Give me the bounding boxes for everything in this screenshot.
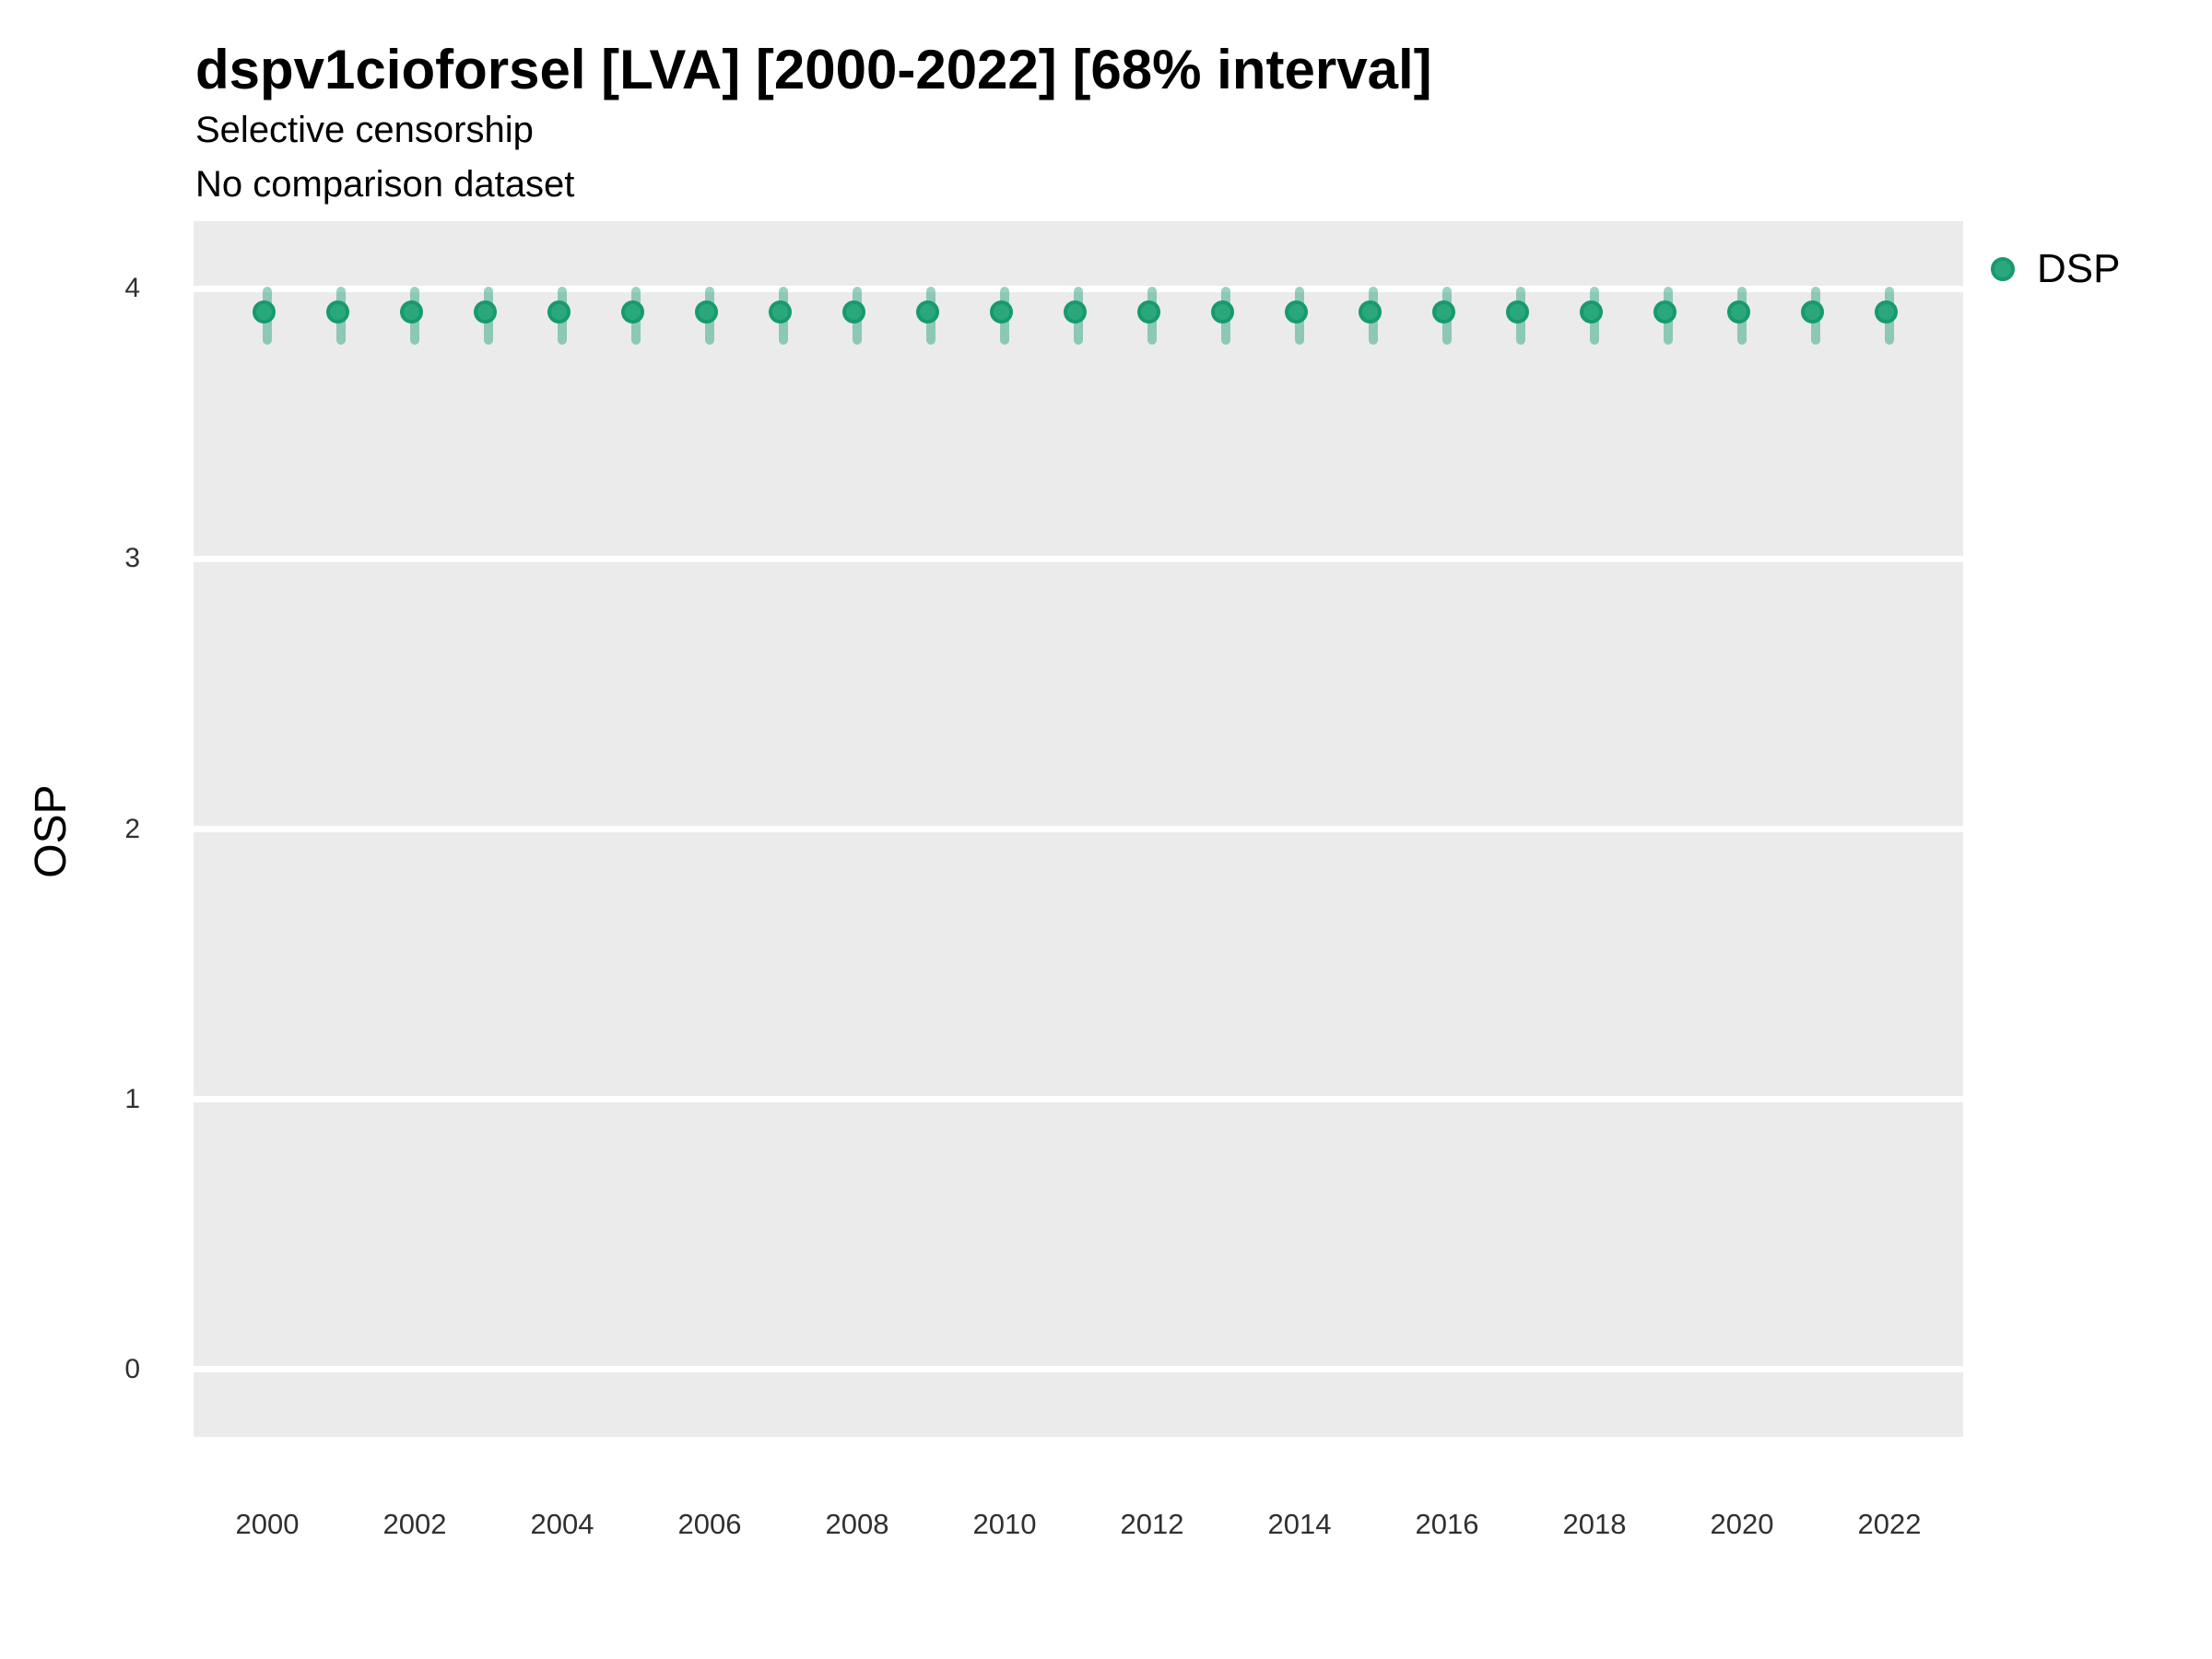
legend: DSP	[1991, 249, 2120, 289]
data-point	[252, 300, 276, 324]
data-point	[1136, 300, 1160, 324]
x-tick-label: 2010	[972, 1508, 1037, 1540]
data-point	[399, 300, 423, 324]
x-tick-label: 2006	[677, 1508, 742, 1540]
data-point	[1210, 300, 1234, 324]
gridline-y-1	[194, 1096, 1963, 1103]
data-point	[1358, 300, 1382, 324]
data-point	[989, 300, 1013, 324]
gridline-y-2	[194, 826, 1963, 832]
y-tick-label: 1	[124, 1083, 140, 1114]
plot-panel	[194, 221, 1963, 1437]
y-tick-label: 4	[124, 273, 140, 304]
y-tick-label: 3	[124, 543, 140, 574]
chart-subtitle: Selective censorship	[195, 110, 534, 150]
chart-title: dspv1cioforsel [LVA] [2000-2022] [68% in…	[195, 39, 1432, 100]
data-point	[473, 300, 497, 324]
gridline-y-0	[194, 1366, 1963, 1373]
data-point	[1800, 300, 1824, 324]
gridline-y-3	[194, 555, 1963, 562]
data-point	[1431, 300, 1455, 324]
data-point	[1284, 300, 1308, 324]
legend-key-circle-icon	[1991, 257, 2015, 281]
gridline-y-4	[194, 285, 1963, 292]
data-point	[915, 300, 939, 324]
data-point	[325, 300, 349, 324]
data-point	[694, 300, 718, 324]
data-point	[547, 300, 571, 324]
chart-subtitle-note: No comparison dataset	[195, 164, 575, 205]
x-tick-label: 2022	[1857, 1508, 1922, 1540]
data-point	[1579, 300, 1603, 324]
data-point	[1874, 300, 1898, 324]
legend-item-label: DSP	[2037, 246, 2121, 291]
x-tick-label: 2012	[1120, 1508, 1184, 1540]
y-tick-label: 2	[124, 813, 140, 844]
data-point	[1653, 300, 1677, 324]
data-point	[841, 300, 865, 324]
x-tick-label: 2008	[825, 1508, 889, 1540]
x-tick-label: 2000	[235, 1508, 300, 1540]
data-point	[1726, 300, 1750, 324]
data-point	[620, 300, 644, 324]
data-point	[768, 300, 792, 324]
x-tick-label: 2014	[1267, 1508, 1332, 1540]
y-tick-label: 0	[124, 1353, 140, 1384]
data-point	[1505, 300, 1529, 324]
x-tick-label: 2020	[1710, 1508, 1774, 1540]
x-tick-label: 2002	[382, 1508, 447, 1540]
x-tick-label: 2018	[1562, 1508, 1627, 1540]
data-point	[1063, 300, 1087, 324]
x-tick-label: 2004	[530, 1508, 594, 1540]
x-tick-label: 2016	[1415, 1508, 1479, 1540]
